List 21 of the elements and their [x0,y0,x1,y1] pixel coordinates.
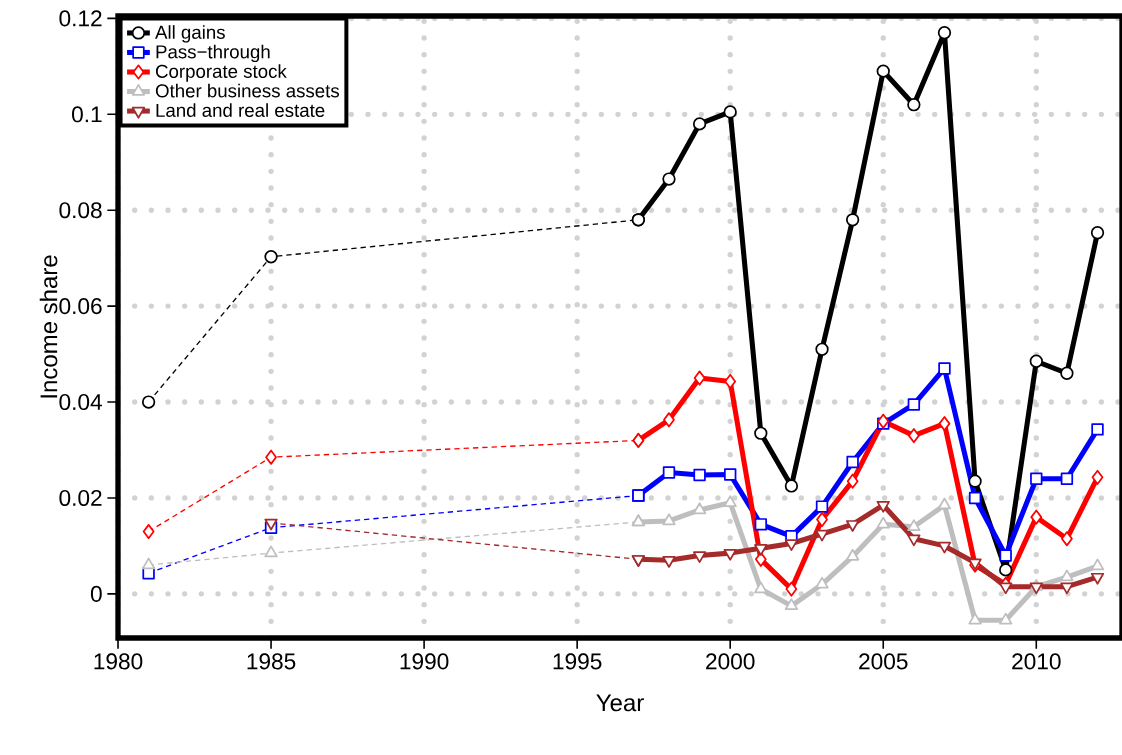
legend-label: All gains [155,25,225,43]
y-tick-label: 0 [90,585,102,602]
y-tick-label: 0.12 [59,10,102,27]
y-tick-label: 0.02 [59,489,102,506]
x-tick-label: 1990 [400,653,449,670]
y-tick-label: 0.1 [72,106,102,123]
legend-label: Land and real estate [156,103,325,117]
x-tick-label: 1985 [247,653,296,670]
legend-label: Corporate stock [155,64,287,82]
x-tick-label: 2005 [859,653,908,670]
x-tick-label: 1980 [94,653,143,670]
x-tick-label: 2000 [706,653,755,670]
legend-label: Other business assets [155,83,339,98]
x-axis-title: Year [596,694,644,712]
x-tick-label: 2010 [1012,653,1061,670]
legend-label: Pass−through [156,44,270,63]
y-tick-label: 0.04 [59,394,102,411]
x-tick-label: 1995 [553,653,602,670]
y-tick-label: 0.08 [59,202,102,219]
y-tick-label: 0.06 [59,298,102,315]
y-axis-title: Income share [39,255,58,398]
